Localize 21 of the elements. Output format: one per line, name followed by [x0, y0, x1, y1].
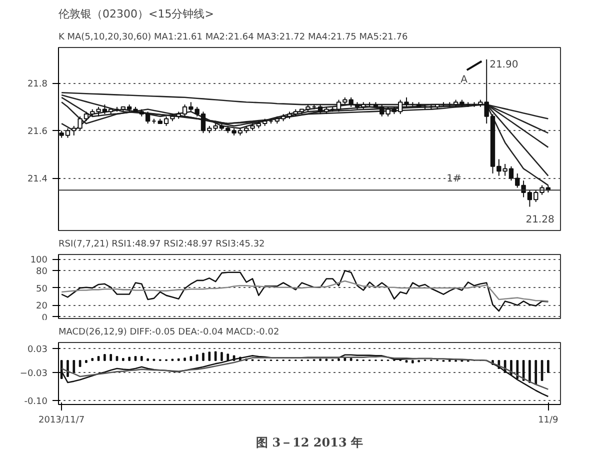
y-tick-label: 50 [36, 284, 48, 294]
caption: 图 3－12 2013 年 [256, 436, 363, 450]
chart-title: 伦敦银（02300）<15分钟线> [58, 8, 214, 20]
y-tick-label: 20 [36, 302, 48, 312]
chart-subtitle: K MA(5,10,20,30,60) MA1:21.61 MA2:21.64 MA3:21.72 MA4:21.75 MA5:21.76 [58, 32, 408, 42]
annotation: 21.28 [526, 214, 554, 226]
annotation: A [460, 74, 468, 86]
chart-subtitle: MACD(26,12,9) DIFF:-0.05 DEA:-0.04 MACD:-0.02 [58, 328, 280, 338]
chart-subtitle: RSI(7,7,21) RSI1:48.97 RSI2:48.97 RSI3:45.32 [58, 240, 265, 250]
y-tick-label: 0.03 [27, 345, 48, 355]
annotation: 21.90 [490, 59, 518, 70]
y-tick-label: 21.4 [27, 174, 48, 185]
y-tick-label: 21.8 [27, 80, 48, 90]
y-tick-label: 100 [30, 256, 48, 266]
annotation: 1# [446, 173, 462, 184]
y-tick-label: 21.6 [27, 127, 48, 138]
y-tick-label: -0.10 [24, 397, 48, 407]
y-tick-label: 80 [36, 267, 48, 278]
x-tick-label: 11/9 [538, 416, 559, 426]
y-tick-label: −0.03 [20, 369, 48, 379]
x-tick-label: 2013/11/7 [38, 416, 85, 426]
